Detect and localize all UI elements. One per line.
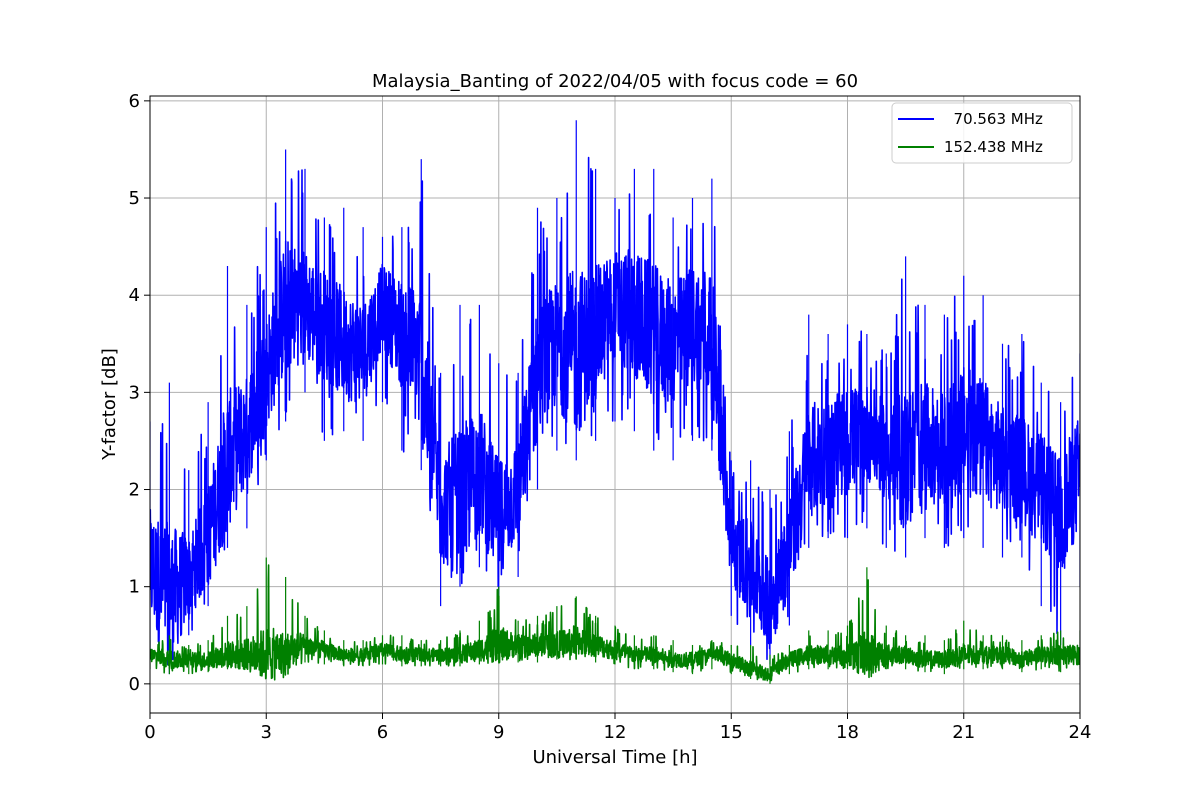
y-tick-label: 3 — [129, 382, 140, 403]
y-tick-label: 4 — [129, 285, 140, 306]
series-0 — [150, 120, 1080, 675]
x-tick-label: 15 — [720, 722, 743, 743]
series-1 — [150, 557, 1080, 684]
y-tick-label: 5 — [129, 188, 140, 209]
series-layer — [150, 120, 1080, 684]
y-tick-label: 6 — [129, 91, 140, 112]
legend: 70.563 MHz 152.438 MHz — [891, 102, 1073, 164]
x-tick-label: 18 — [836, 722, 859, 743]
y-tick-label: 1 — [129, 577, 140, 598]
chart-title: Malaysia_Banting of 2022/04/05 with focu… — [372, 71, 858, 92]
legend-label-152mhz: 152.438 MHz — [944, 138, 1043, 156]
x-tick-label: 0 — [144, 722, 155, 743]
x-tick-label: 24 — [1069, 722, 1092, 743]
x-tick-label: 6 — [377, 722, 388, 743]
x-axis-label: Universal Time [h] — [532, 747, 697, 768]
x-tick-label: 12 — [604, 722, 627, 743]
legend-box — [891, 102, 1073, 164]
y-axis-label: Y-factor [dB] — [99, 348, 120, 461]
x-tick-label: 9 — [493, 722, 504, 743]
y-tick-label: 0 — [129, 674, 140, 695]
legend-label-70mhz: 70.563 MHz — [944, 110, 1043, 128]
x-tick-label: 21 — [952, 722, 975, 743]
y-tick-label: 2 — [129, 480, 140, 501]
x-tick-label: 3 — [261, 722, 272, 743]
